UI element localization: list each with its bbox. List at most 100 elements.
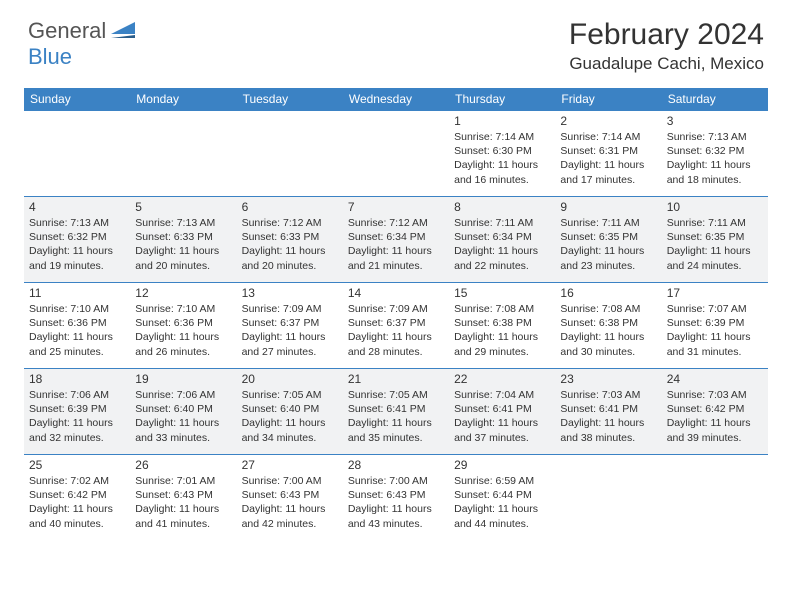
sunset-text: Sunset: 6:31 PM bbox=[560, 144, 656, 158]
sunrise-text: Sunrise: 7:07 AM bbox=[667, 302, 763, 316]
sunrise-text: Sunrise: 7:03 AM bbox=[560, 388, 656, 402]
day-number: 7 bbox=[348, 200, 444, 214]
cell-details: Sunrise: 7:06 AMSunset: 6:40 PMDaylight:… bbox=[135, 388, 231, 445]
daylight-text: Daylight: 11 hours and 32 minutes. bbox=[29, 416, 125, 444]
cell-details: Sunrise: 7:00 AMSunset: 6:43 PMDaylight:… bbox=[242, 474, 338, 531]
cell-details: Sunrise: 6:59 AMSunset: 6:44 PMDaylight:… bbox=[454, 474, 550, 531]
dow-tuesday: Tuesday bbox=[237, 88, 343, 111]
day-number: 6 bbox=[242, 200, 338, 214]
daylight-text: Daylight: 11 hours and 31 minutes. bbox=[667, 330, 763, 358]
daylight-text: Daylight: 11 hours and 18 minutes. bbox=[667, 158, 763, 186]
sunset-text: Sunset: 6:41 PM bbox=[560, 402, 656, 416]
day-number: 26 bbox=[135, 458, 231, 472]
calendar-cell: 16Sunrise: 7:08 AMSunset: 6:38 PMDayligh… bbox=[555, 283, 661, 369]
daylight-text: Daylight: 11 hours and 29 minutes. bbox=[454, 330, 550, 358]
dow-monday: Monday bbox=[130, 88, 236, 111]
calendar-cell: 13Sunrise: 7:09 AMSunset: 6:37 PMDayligh… bbox=[237, 283, 343, 369]
dow-saturday: Saturday bbox=[662, 88, 768, 111]
sunrise-text: Sunrise: 7:10 AM bbox=[29, 302, 125, 316]
day-number: 11 bbox=[29, 286, 125, 300]
cell-details: Sunrise: 7:12 AMSunset: 6:33 PMDaylight:… bbox=[242, 216, 338, 273]
calendar-cell: 8Sunrise: 7:11 AMSunset: 6:34 PMDaylight… bbox=[449, 197, 555, 283]
dow-thursday: Thursday bbox=[449, 88, 555, 111]
daylight-text: Daylight: 11 hours and 21 minutes. bbox=[348, 244, 444, 272]
sunrise-text: Sunrise: 7:08 AM bbox=[560, 302, 656, 316]
day-number: 17 bbox=[667, 286, 763, 300]
cell-details: Sunrise: 7:13 AMSunset: 6:32 PMDaylight:… bbox=[29, 216, 125, 273]
calendar-cell: 1Sunrise: 7:14 AMSunset: 6:30 PMDaylight… bbox=[449, 111, 555, 197]
calendar-cell: 29 Sunrise: 6:59 AMSunset: 6:44 PMDayligh… bbox=[449, 455, 555, 541]
calendar-cell bbox=[237, 111, 343, 197]
sunset-text: Sunset: 6:38 PM bbox=[560, 316, 656, 330]
sunrise-text: Sunrise: 7:05 AM bbox=[242, 388, 338, 402]
calendar-cell: 10 Sunrise: 7:11 AMSunset: 6:35 PMDayligh… bbox=[662, 197, 768, 283]
daylight-text: Daylight: 11 hours and 43 minutes. bbox=[348, 502, 444, 530]
sunrise-text: Sunrise: 7:13 AM bbox=[29, 216, 125, 230]
daylight-text: Daylight: 11 hours and 40 minutes. bbox=[29, 502, 125, 530]
day-of-week-row: Sunday Monday Tuesday Wednesday Thursday… bbox=[24, 88, 768, 111]
sunset-text: Sunset: 6:39 PM bbox=[29, 402, 125, 416]
daylight-text: Daylight: 11 hours and 19 minutes. bbox=[29, 244, 125, 272]
day-number: 29 bbox=[454, 458, 550, 472]
cell-details: Sunrise: 7:02 AMSunset: 6:42 PMDaylight:… bbox=[29, 474, 125, 531]
daylight-text: Daylight: 11 hours and 35 minutes. bbox=[348, 416, 444, 444]
day-number: 3 bbox=[667, 114, 763, 128]
calendar-cell: 15Sunrise: 7:08 AMSunset: 6:38 PMDayligh… bbox=[449, 283, 555, 369]
daylight-text: Daylight: 11 hours and 22 minutes. bbox=[454, 244, 550, 272]
cell-details: Sunrise: 7:10 AMSunset: 6:36 PMDaylight:… bbox=[135, 302, 231, 359]
calendar-week-row: 4Sunrise: 7:13 AMSunset: 6:32 PMDaylight… bbox=[24, 197, 768, 283]
cell-details: Sunrise: 7:13 AMSunset: 6:33 PMDaylight:… bbox=[135, 216, 231, 273]
dow-wednesday: Wednesday bbox=[343, 88, 449, 111]
month-title: February 2024 bbox=[569, 18, 764, 52]
calendar-cell: 19Sunrise: 7:06 AMSunset: 6:40 PMDayligh… bbox=[130, 369, 236, 455]
calendar-cell bbox=[130, 111, 236, 197]
sunrise-text: Sunrise: 7:06 AM bbox=[135, 388, 231, 402]
sunset-text: Sunset: 6:40 PM bbox=[242, 402, 338, 416]
cell-details: Sunrise: 7:10 AMSunset: 6:36 PMDaylight:… bbox=[29, 302, 125, 359]
calendar-cell: 7Sunrise: 7:12 AMSunset: 6:34 PMDaylight… bbox=[343, 197, 449, 283]
calendar-cell: 14Sunrise: 7:09 AMSunset: 6:37 PMDayligh… bbox=[343, 283, 449, 369]
cell-details: Sunrise: 7:09 AMSunset: 6:37 PMDaylight:… bbox=[348, 302, 444, 359]
cell-details: Sunrise: 7:11 AMSunset: 6:35 PMDaylight:… bbox=[667, 216, 763, 273]
calendar-cell bbox=[343, 111, 449, 197]
sunset-text: Sunset: 6:43 PM bbox=[135, 488, 231, 502]
calendar-cell bbox=[24, 111, 130, 197]
daylight-text: Daylight: 11 hours and 16 minutes. bbox=[454, 158, 550, 186]
cell-details: Sunrise: 7:01 AMSunset: 6:43 PMDaylight:… bbox=[135, 474, 231, 531]
cell-details: Sunrise: 7:14 AMSunset: 6:30 PMDaylight:… bbox=[454, 130, 550, 187]
logo-triangle-icon bbox=[111, 20, 137, 43]
cell-details: Sunrise: 7:04 AMSunset: 6:41 PMDaylight:… bbox=[454, 388, 550, 445]
calendar-week-row: 11Sunrise: 7:10 AMSunset: 6:36 PMDayligh… bbox=[24, 283, 768, 369]
day-number: 10 bbox=[667, 200, 763, 214]
day-number: 25 bbox=[29, 458, 125, 472]
daylight-text: Daylight: 11 hours and 20 minutes. bbox=[135, 244, 231, 272]
calendar-cell: 20Sunrise: 7:05 AMSunset: 6:40 PMDayligh… bbox=[237, 369, 343, 455]
daylight-text: Daylight: 11 hours and 44 minutes. bbox=[454, 502, 550, 530]
sunset-text: Sunset: 6:35 PM bbox=[560, 230, 656, 244]
calendar-table: Sunday Monday Tuesday Wednesday Thursday… bbox=[24, 88, 768, 541]
dow-sunday: Sunday bbox=[24, 88, 130, 111]
sunrise-text: Sunrise: 7:02 AM bbox=[29, 474, 125, 488]
cell-details: Sunrise: 7:03 AMSunset: 6:41 PMDaylight:… bbox=[560, 388, 656, 445]
sunrise-text: Sunrise: 7:13 AM bbox=[667, 130, 763, 144]
cell-details: Sunrise: 7:11 AMSunset: 6:34 PMDaylight:… bbox=[454, 216, 550, 273]
calendar-cell bbox=[662, 455, 768, 541]
calendar-cell: 12 Sunrise: 7:10 AMSunset: 6:36 PMDayligh… bbox=[130, 283, 236, 369]
calendar-week-row: 18Sunrise: 7:06 AMSunset: 6:39 PMDayligh… bbox=[24, 369, 768, 455]
sunrise-text: Sunrise: 7:11 AM bbox=[560, 216, 656, 230]
day-number: 5 bbox=[135, 200, 231, 214]
cell-details: Sunrise: 7:11 AMSunset: 6:35 PMDaylight:… bbox=[560, 216, 656, 273]
sunset-text: Sunset: 6:33 PM bbox=[242, 230, 338, 244]
logo-text-2: Blue bbox=[28, 44, 72, 69]
day-number: 9 bbox=[560, 200, 656, 214]
sunset-text: Sunset: 6:36 PM bbox=[135, 316, 231, 330]
calendar-cell: 5 Sunrise: 7:13 AMSunset: 6:33 PMDaylight… bbox=[130, 197, 236, 283]
sunset-text: Sunset: 6:41 PM bbox=[348, 402, 444, 416]
sunset-text: Sunset: 6:37 PM bbox=[348, 316, 444, 330]
day-number: 12 bbox=[135, 286, 231, 300]
cell-details: Sunrise: 7:06 AMSunset: 6:39 PMDaylight:… bbox=[29, 388, 125, 445]
sunset-text: Sunset: 6:32 PM bbox=[29, 230, 125, 244]
sunset-text: Sunset: 6:37 PM bbox=[242, 316, 338, 330]
day-number: 28 bbox=[348, 458, 444, 472]
sunrise-text: Sunrise: 7:14 AM bbox=[560, 130, 656, 144]
